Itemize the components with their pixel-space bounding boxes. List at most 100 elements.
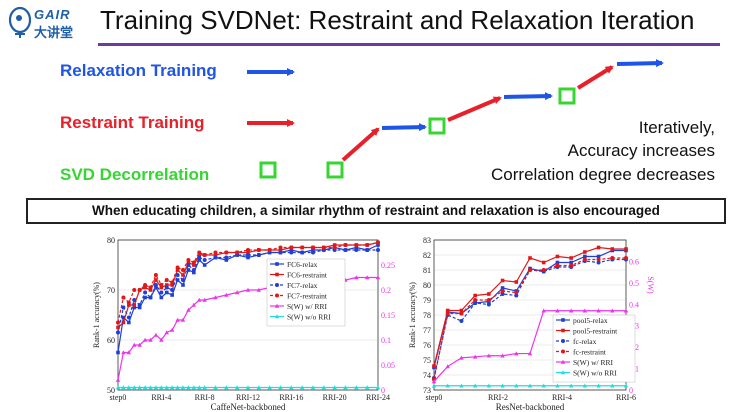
point-fc-relax — [596, 260, 601, 265]
point-fc7-relax — [354, 248, 359, 252]
y-tick-label: 81 — [423, 266, 431, 275]
restraint-step-3 — [576, 65, 614, 90]
note-correlation: Correlation degree decreases — [491, 165, 715, 184]
y-tick-label: 77 — [423, 326, 431, 335]
point-s-w-w-o-rri — [321, 385, 327, 390]
point-fc6-relax — [143, 295, 147, 300]
note-iteratively: Iteratively, — [638, 118, 715, 137]
point-pool5-relax — [596, 254, 601, 259]
point-fc6-relax — [121, 315, 126, 320]
point-fc7-restraint — [132, 288, 137, 292]
point-s-w-w-o-rri — [148, 385, 153, 390]
point-s-w-w-rri — [256, 287, 262, 292]
point-fc6-relax — [181, 283, 185, 287]
point-pool5-restraint — [459, 308, 464, 313]
y2-tick-label: 0.5 — [629, 279, 639, 288]
point-fc6-restraint — [148, 288, 153, 292]
point-pool5-restraint — [569, 256, 573, 260]
point-fc-relax — [486, 302, 491, 307]
point-fc-restraint — [555, 263, 560, 268]
point-fc6-relax — [376, 243, 380, 247]
point-fc6-relax — [116, 350, 120, 355]
y-tick-label: 82 — [423, 251, 431, 260]
point-s-w-w-o-rri — [445, 383, 450, 388]
point-s-w-w-rri — [234, 290, 240, 295]
y2-tick-label: 0.2 — [381, 286, 391, 295]
x-tick-label: step0 — [426, 393, 443, 402]
logo-mic-icon — [16, 15, 22, 21]
point-s-w-w-rri — [121, 350, 126, 355]
point-fc7-restraint — [332, 245, 337, 250]
relaxation-step-2 — [503, 92, 553, 101]
legend-label: S(W) w/o RRI — [287, 313, 331, 322]
point-s-w-w-rri — [169, 327, 175, 332]
point-s-w-w-rri — [213, 295, 218, 300]
point-s-w-w-o-rri — [267, 385, 272, 390]
point-fc6-relax — [186, 268, 191, 272]
point-s-w-w-o-rri — [213, 385, 218, 390]
x-axis-label: ResNet-backboned — [496, 402, 565, 412]
point-s-w-w-o-rri — [202, 385, 207, 390]
point-fc7-relax — [191, 268, 196, 272]
resnet-chart: 737475767778798081828300.10.20.30.40.50.… — [408, 236, 655, 412]
point-s-w-w-rri — [555, 308, 560, 313]
point-pool5-restraint — [528, 256, 532, 260]
point-fc6-relax — [246, 255, 250, 260]
svd-step-3 — [558, 87, 576, 105]
point-fc6-restraint — [143, 285, 147, 290]
y2-tick-label: 0 — [629, 386, 633, 395]
y2-tick-label: 0.15 — [381, 311, 395, 320]
x-tick-label: RRI-12 — [236, 393, 260, 402]
point-pool5-restraint — [596, 245, 601, 250]
point-s-w-w-o-rri — [245, 385, 251, 390]
point-fc-restraint — [541, 268, 546, 272]
point-s-w-w-o-rri — [375, 385, 381, 390]
point-s-w-w-rri — [245, 287, 251, 292]
point-fc7-relax — [148, 295, 153, 300]
point-fc6-restraint — [181, 273, 185, 277]
svd-decorrelation-label: SVD Decorrelation — [60, 165, 210, 184]
point-fc6-relax — [224, 258, 229, 262]
point-s-w-w-o-rri — [197, 385, 202, 390]
point-s-w-w-rri — [486, 353, 492, 358]
point-s-w-w-o-rri — [224, 385, 229, 390]
point-fc7-relax — [256, 253, 261, 257]
restraint-step-1 — [341, 127, 380, 162]
logo-text-latin: GAIR — [34, 7, 71, 22]
point-fc6-restraint — [192, 263, 196, 267]
y2-tick-label: 0.05 — [381, 361, 395, 370]
point-s-w-w-o-rri — [234, 385, 240, 390]
point-fc7-restraint — [224, 250, 229, 255]
point-pool5-restraint — [541, 260, 546, 265]
point-s-w-w-rri — [568, 308, 574, 313]
point-fc7-restraint — [191, 260, 196, 265]
point-fc7-relax — [175, 273, 180, 277]
point-s-w-w-rri — [137, 342, 142, 347]
legend-marker — [274, 303, 280, 308]
point-fc7-restraint — [376, 240, 380, 245]
legend-label: FC6-relax — [287, 260, 318, 269]
point-fc7-restraint — [278, 245, 283, 250]
x-tick-label: RRI-24 — [366, 393, 390, 402]
legend-label: FC6-restraint — [287, 271, 328, 280]
point-fc-restraint — [569, 263, 574, 268]
point-fc7-relax — [126, 315, 131, 320]
point-s-w-w-rri — [445, 364, 450, 369]
point-pool5-restraint — [555, 254, 560, 259]
point-s-w-w-o-rri — [568, 383, 574, 388]
point-s-w-w-rri — [514, 351, 519, 356]
legend-label: S(W) w/ RRI — [573, 358, 614, 367]
legend-marker — [275, 283, 279, 287]
point-s-w-w-rri — [115, 377, 121, 382]
point-s-w-w-o-rri — [332, 385, 337, 390]
point-fc7-relax — [365, 248, 370, 252]
point-fc7-restraint — [159, 283, 164, 287]
point-fc7-restraint — [143, 283, 148, 287]
point-s-w-w-o-rri — [121, 385, 126, 390]
point-s-w-w-rri — [224, 292, 229, 297]
point-fc6-restraint — [175, 268, 180, 272]
y2-tick-label: 0.25 — [381, 261, 395, 270]
point-fc7-relax — [170, 288, 175, 292]
point-fc7-restraint — [137, 288, 142, 292]
point-fc6-restraint — [186, 260, 191, 265]
